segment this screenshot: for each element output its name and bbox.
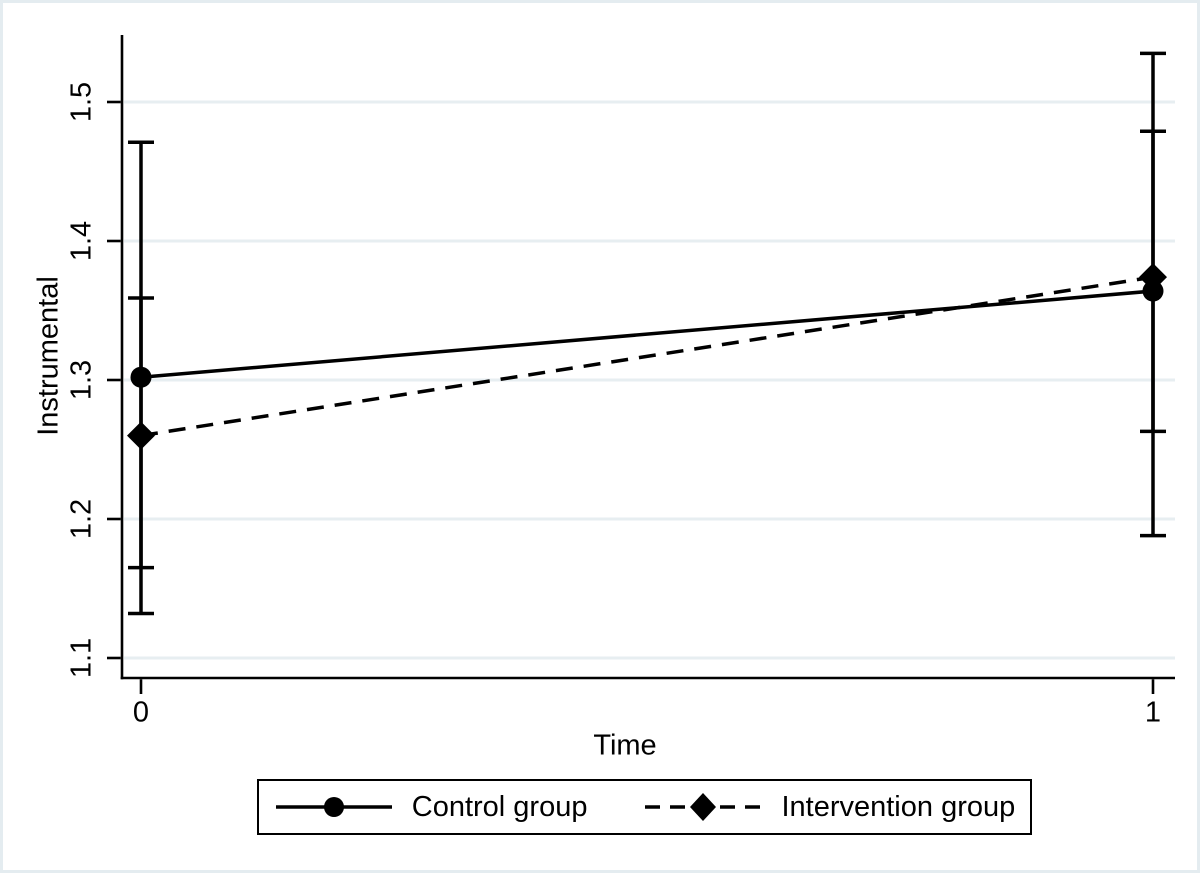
- legend-box: Control group Intervention group: [257, 779, 1032, 835]
- chart-canvas: [107, 35, 1175, 694]
- x-axis-title: Time: [593, 729, 657, 762]
- y-tick-label-1.3: 1.3: [65, 359, 98, 401]
- dashed-line-diamond-marker-icon: [643, 791, 763, 823]
- y-axis-title: Instrumental: [32, 276, 65, 436]
- y-tick-label-1.2: 1.2: [65, 498, 98, 540]
- y-tick-label-1.1: 1.1: [65, 637, 98, 679]
- x-tick-label-1: 1: [1144, 696, 1162, 729]
- y-tick-label-1.4: 1.4: [65, 220, 98, 262]
- legend-item-intervention-group: Intervention group: [643, 791, 1015, 823]
- legend-label-intervention-group: Intervention group: [781, 790, 1016, 823]
- solid-line-circle-marker-icon: [274, 791, 394, 823]
- y-tick-label-1.5: 1.5: [65, 81, 98, 123]
- legend-label-control-group: Control group: [411, 790, 588, 823]
- legend-item-control-group: Control group: [274, 790, 588, 823]
- x-tick-label-0: 0: [132, 696, 150, 729]
